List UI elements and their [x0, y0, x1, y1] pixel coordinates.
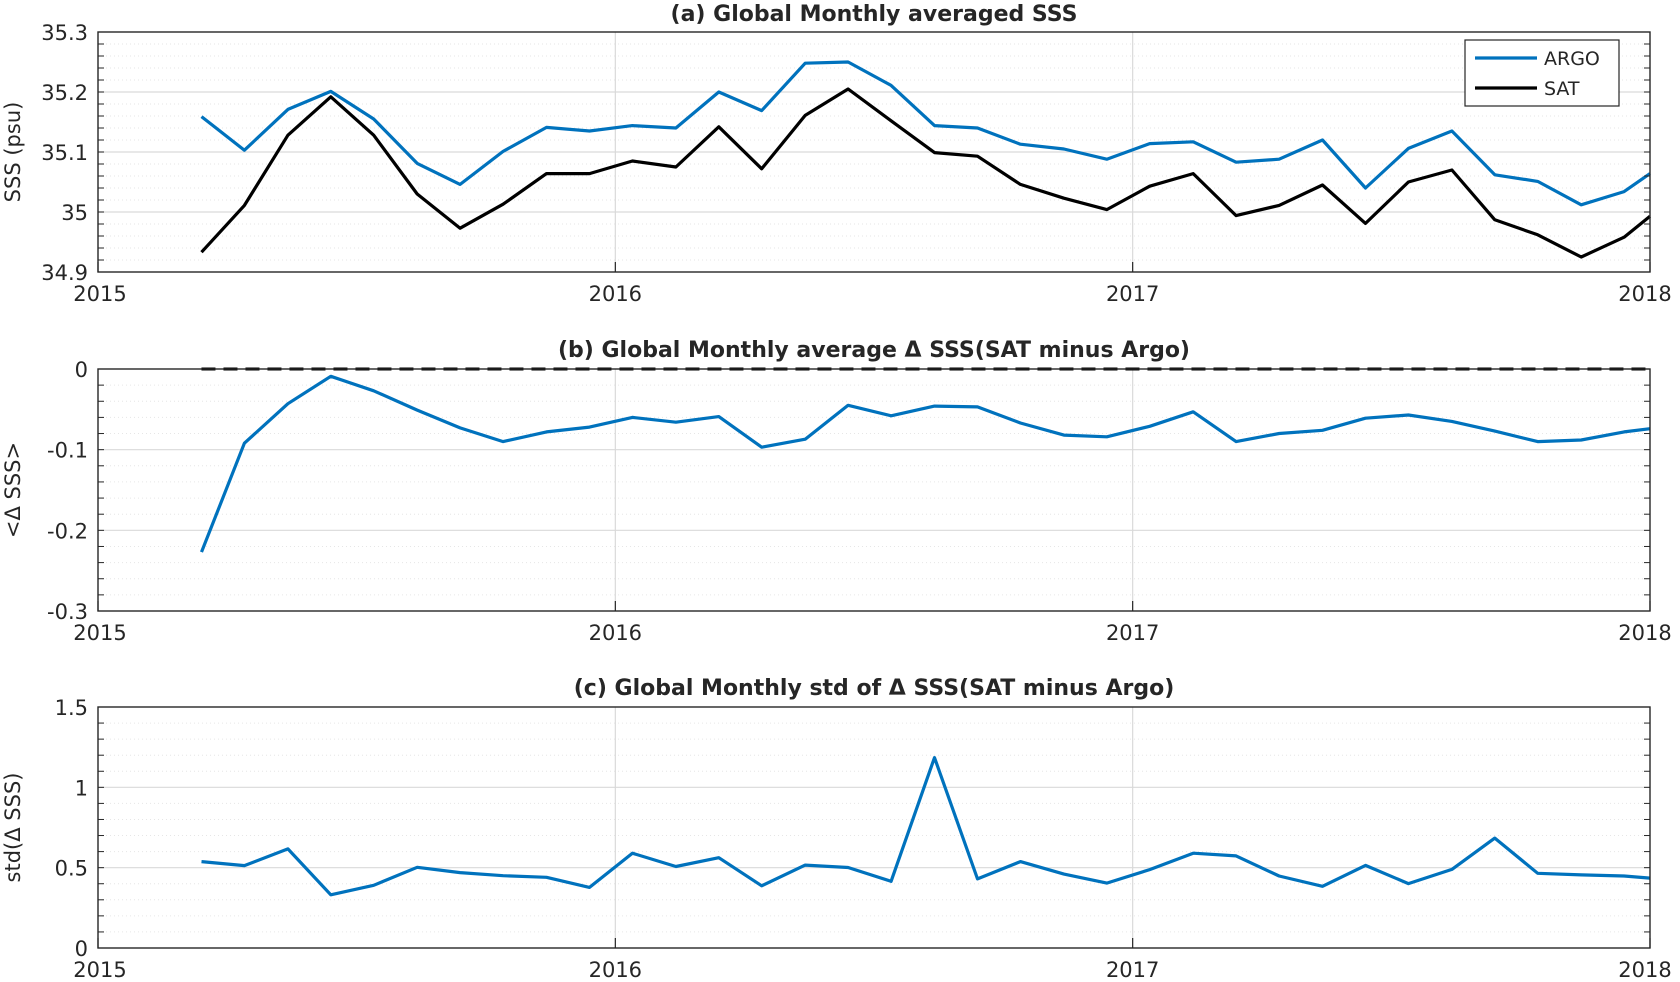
panel-c-plot-area [201, 755, 1651, 897]
panel-b-y-tick-label: -0.2 [47, 519, 88, 543]
panel-b-series-line-delta [200, 374, 1651, 553]
legend-label-sat: SAT [1544, 78, 1580, 100]
panel-b-y-tick-label: -0.1 [47, 439, 88, 463]
panel-c-x-tick-label: 2016 [589, 958, 642, 982]
legend-label-argo: ARGO [1544, 48, 1600, 70]
panel-c-y-tick-label: 0 [75, 937, 88, 961]
panel-a-y-tick-label: 35.1 [41, 141, 88, 165]
panel-a-y-tick-label: 35 [61, 201, 88, 225]
panel-c-y-axis-label: std(Δ SSS) [1, 773, 25, 883]
panel-a-x-tick-label: 2017 [1106, 282, 1159, 306]
legend-box [1464, 39, 1620, 107]
panel-b-y-tick-label: 0 [75, 358, 88, 382]
panel-a-plot-area [200, 60, 1652, 259]
panel-c-x-tick-label: 2015 [73, 958, 126, 982]
panel-a-legend: ARGO SAT [1464, 39, 1620, 107]
panel-c-axes-box [97, 706, 1651, 949]
panel-a-global-monthly-averaged-sss: (a) Global Monthly averaged SSS SSS (psu… [1, 2, 1672, 306]
panel-a-series-line-sat [200, 87, 1652, 259]
panel-a-y-tick-label: 35.2 [41, 81, 88, 105]
panel-b-x-tick-label: 2015 [73, 621, 126, 645]
panel-a-grid [98, 32, 1650, 272]
panel-a-title: (a) Global Monthly averaged SSS [671, 2, 1078, 27]
panel-b-axes-box [97, 368, 1651, 612]
panel-b-grid [98, 369, 1650, 611]
panel-b-x-tick-label: 2016 [589, 621, 642, 645]
panel-b-plot-area [200, 367, 1651, 553]
panel-b-y-axis-label: <Δ SSS> [1, 442, 25, 538]
panel-a-y-tick-label: 35.3 [41, 21, 88, 45]
panel-c-global-monthly-std-delta-sss: (c) Global Monthly std of Δ SSS(SAT minu… [1, 676, 1672, 982]
panel-b-x-tick-label: 2017 [1106, 621, 1159, 645]
panel-a-x-tick-label: 2018 [1618, 282, 1671, 306]
panel-c-grid [98, 707, 1650, 948]
panel-c-title: (c) Global Monthly std of Δ SSS(SAT minu… [574, 676, 1175, 701]
panel-b-x-tick-label: 2018 [1618, 621, 1671, 645]
panel-b-global-monthly-average-delta-sss: (b) Global Monthly average Δ SSS(SAT min… [1, 338, 1672, 645]
panel-a-x-tick-label: 2015 [73, 282, 126, 306]
panel-b-y-tick-label: -0.3 [47, 600, 88, 624]
panel-a-series-line-argo [200, 60, 1651, 207]
panel-b-title: (b) Global Monthly average Δ SSS(SAT min… [558, 338, 1190, 363]
panel-c-y-tick-label: 0.5 [55, 857, 88, 881]
panel-c-ticks: 0 0.5 1 1.5 2015 2016 2017 2018 [55, 696, 1672, 982]
panel-a-ticks: 34.9 35 35.1 35.2 35.3 2015 2016 2017 2018 [41, 21, 1671, 306]
panel-c-x-tick-label: 2017 [1106, 958, 1159, 982]
panel-a-x-tick-label: 2016 [589, 282, 642, 306]
panel-a-y-tick-label: 34.9 [41, 261, 88, 285]
panel-c-series-line-delta [201, 755, 1651, 897]
panel-a-y-axis-label: SSS (psu) [1, 102, 25, 203]
panel-c-y-tick-label: 1 [75, 776, 88, 800]
panel-c-x-tick-label: 2018 [1618, 958, 1671, 982]
panel-b-ticks: -0.3 -0.2 -0.1 0 2015 2016 2017 2018 [47, 358, 1672, 645]
panel-c-y-tick-label: 1.5 [55, 696, 88, 720]
